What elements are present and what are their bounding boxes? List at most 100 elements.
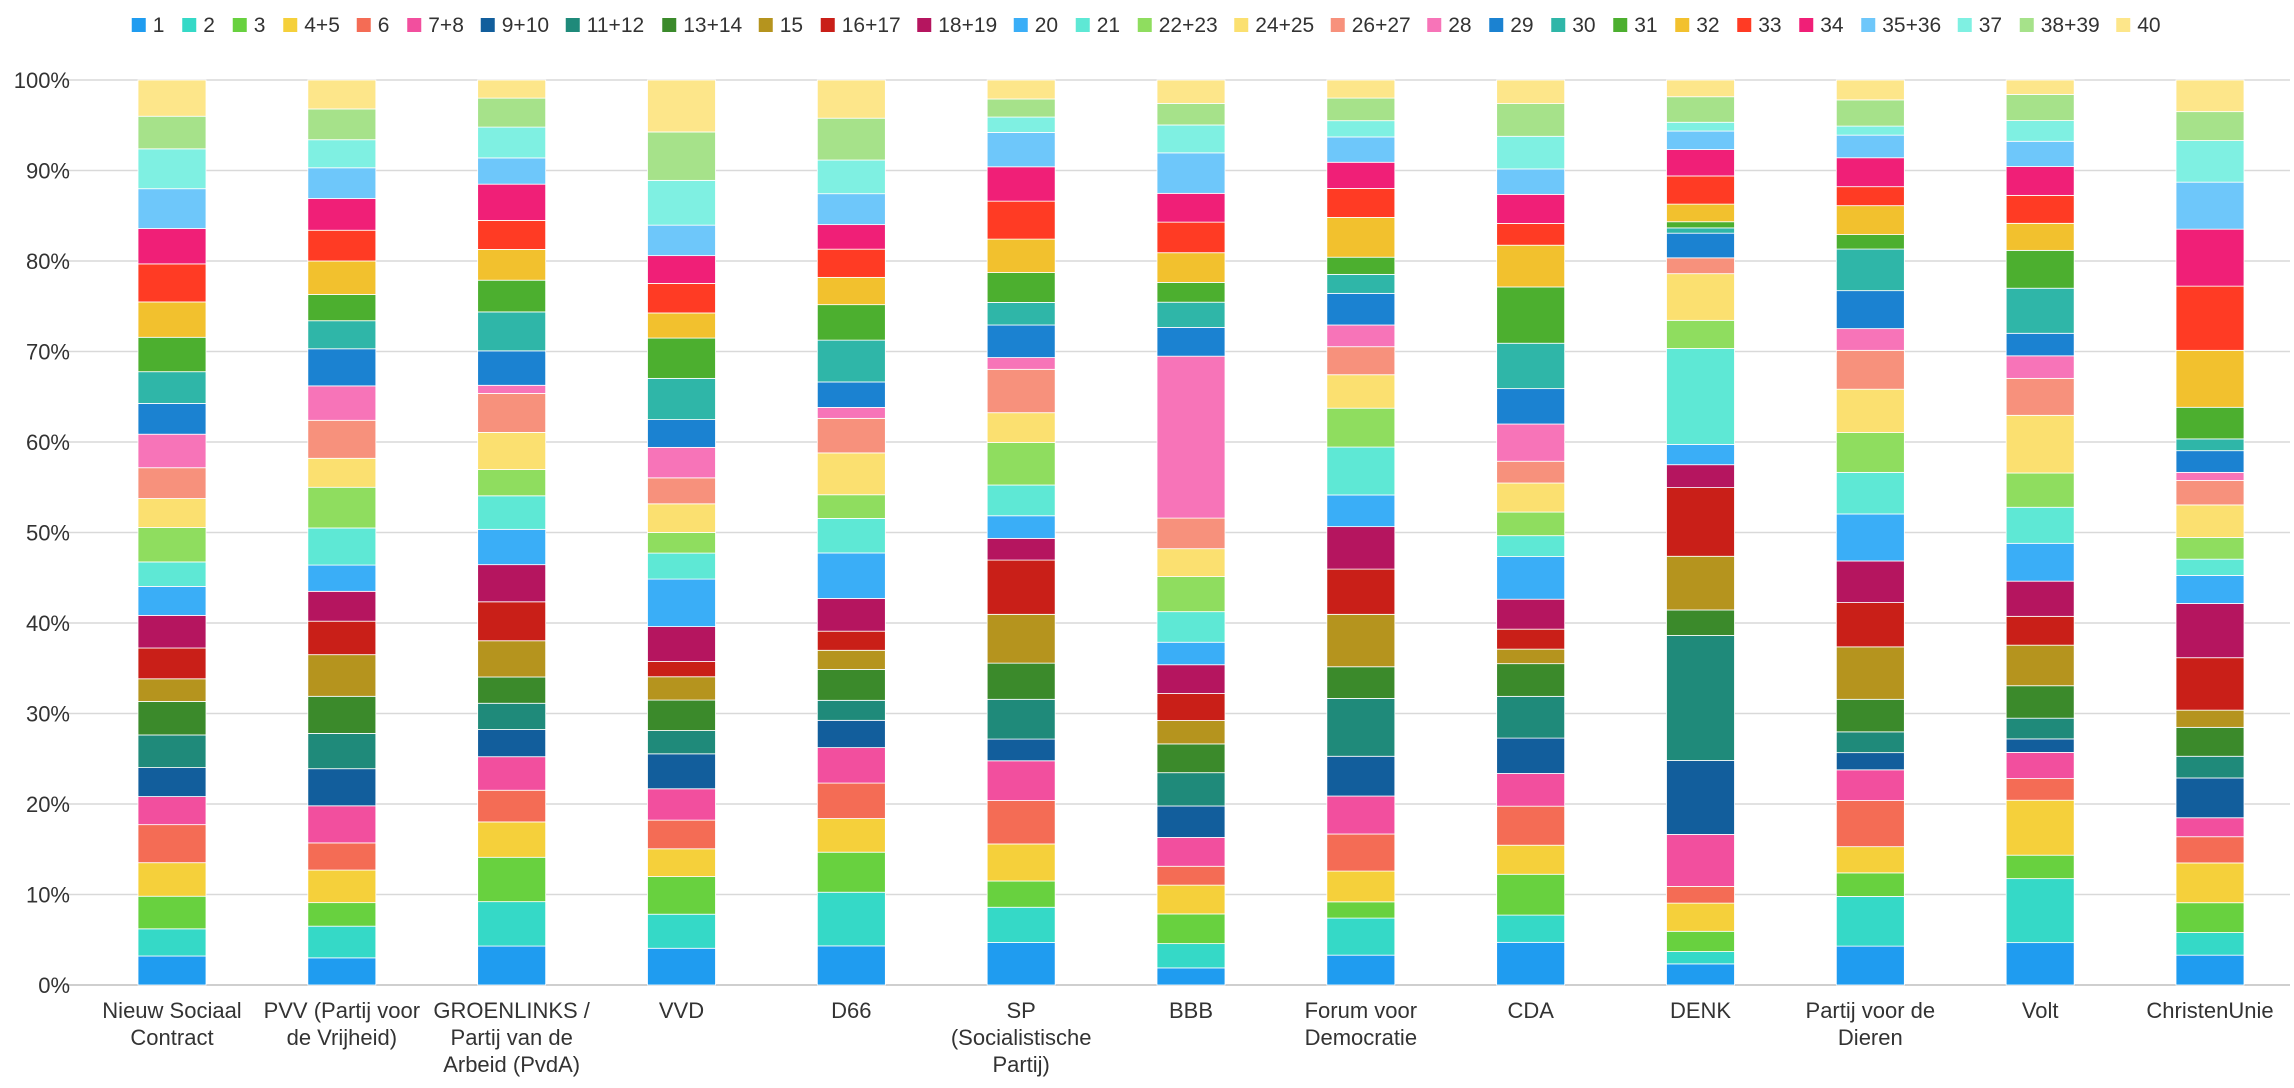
legend-swatch: [1551, 18, 1566, 32]
x-category-label: VVD: [659, 998, 704, 1023]
legend-swatch: [1075, 18, 1090, 32]
bar-segment: [2175, 902, 2245, 933]
bar-segment: [1496, 342, 1566, 390]
legend-item: 35+36: [1861, 14, 1941, 37]
bar-segment: [2005, 332, 2075, 357]
x-category-label-line: Partij): [992, 1052, 1049, 1077]
bar-segment: [1666, 348, 1735, 445]
bar-segment: [1156, 548, 1226, 577]
legend-label: 18+19: [938, 14, 997, 37]
bar-segment: [2175, 777, 2245, 819]
bar-segment: [1496, 511, 1566, 537]
bar-segment: [2175, 181, 2245, 230]
bar-segment: [1326, 324, 1396, 348]
bar-segment: [986, 166, 1056, 202]
bar-segment: [816, 452, 886, 496]
bar-segment: [1496, 598, 1566, 630]
bar-segment: [1496, 223, 1566, 246]
legend-item: 18+19: [917, 14, 997, 37]
bar-segment: [477, 157, 547, 185]
legend-swatch: [1957, 18, 1972, 32]
legend-label: 11+12: [587, 14, 644, 37]
bar-segment: [986, 613, 1056, 664]
bar-segment: [2175, 480, 2245, 506]
x-category-label-line: SP: [1006, 998, 1035, 1023]
bar-segment: [1496, 168, 1566, 195]
bar-segment: [1326, 917, 1396, 956]
bar-segment: [1326, 273, 1396, 294]
bar-segment: [816, 417, 886, 454]
bar-segment: [137, 228, 207, 265]
bar-segment: [137, 895, 207, 930]
bar-segment: [1326, 188, 1396, 218]
x-category-label-line: Partij van de: [451, 1025, 573, 1050]
bar-segment: [2005, 287, 2075, 334]
bar-segment: [1666, 79, 1735, 98]
bar-segment: [2175, 709, 2245, 728]
legend-item: 1: [131, 14, 165, 37]
bar-segment: [2005, 615, 2075, 646]
bar-segment: [2175, 438, 2245, 452]
bar-segment: [986, 357, 1056, 370]
x-category-label: CDA: [1507, 998, 1554, 1023]
bar-segment: [2005, 166, 2075, 196]
bar-segment: [137, 734, 207, 768]
bar-segment: [307, 108, 377, 141]
legend-label: 13+14: [683, 14, 742, 37]
bar-segment: [1496, 103, 1566, 137]
bar-segment: [307, 198, 377, 231]
bar-segment: [816, 248, 886, 278]
bar-segment: [986, 132, 1056, 168]
bar-segment: [1496, 628, 1566, 650]
bar-segment: [477, 183, 547, 221]
bar-segment: [1496, 914, 1566, 943]
bar-segment: [307, 527, 377, 566]
bar-segment: [1156, 805, 1226, 838]
bar-segment: [2005, 355, 2075, 379]
x-category-label: D66: [831, 998, 871, 1023]
bar-segment: [647, 913, 716, 949]
legend-label: 1: [153, 14, 165, 37]
bar-segment: [137, 928, 207, 957]
legend-swatch: [1234, 18, 1249, 32]
bar-segment: [307, 320, 377, 350]
legend-item: 11+12: [565, 14, 644, 37]
bar-segment: [986, 559, 1056, 615]
bar-segment: [1326, 120, 1396, 138]
bar-segment: [1156, 913, 1226, 945]
x-category-label-line: Partij voor de: [1806, 998, 1936, 1023]
bar-segment: [1666, 963, 1735, 986]
bar-segment: [647, 730, 716, 755]
bar-segment: [2005, 580, 2075, 617]
bar-segment: [1496, 844, 1566, 875]
legend-item: 30: [1551, 14, 1596, 37]
bar-segment: [1666, 121, 1735, 132]
bar-segment: [647, 377, 716, 420]
bar-segment: [816, 381, 886, 408]
x-category-label-line: Volt: [2022, 998, 2059, 1023]
bar-segment: [1156, 884, 1226, 915]
bar-segment: [477, 601, 547, 642]
bar-segment: [307, 564, 377, 592]
y-tick-label: 80%: [26, 249, 70, 274]
bar-segment: [307, 842, 377, 871]
legend-swatch: [917, 18, 932, 32]
bar-segment: [986, 843, 1056, 882]
bar-segment: [1835, 560, 1905, 603]
bar-segment: [1835, 800, 1905, 848]
bar-segment: [1326, 407, 1396, 448]
bar-segment: [1326, 901, 1396, 919]
legend-swatch: [820, 18, 835, 32]
bar-segment: [1496, 423, 1566, 462]
bar-segment: [477, 945, 547, 986]
bar-segment: [647, 503, 716, 533]
bar-segment: [1496, 388, 1566, 425]
legend-swatch: [356, 18, 371, 32]
bar-segment: [816, 630, 886, 651]
bar-segment: [1666, 609, 1735, 636]
bar-segment: [647, 179, 716, 226]
bar-segment: [2175, 954, 2245, 986]
bar-segment: [2005, 878, 2075, 944]
x-category-label-line: Contract: [130, 1025, 213, 1050]
